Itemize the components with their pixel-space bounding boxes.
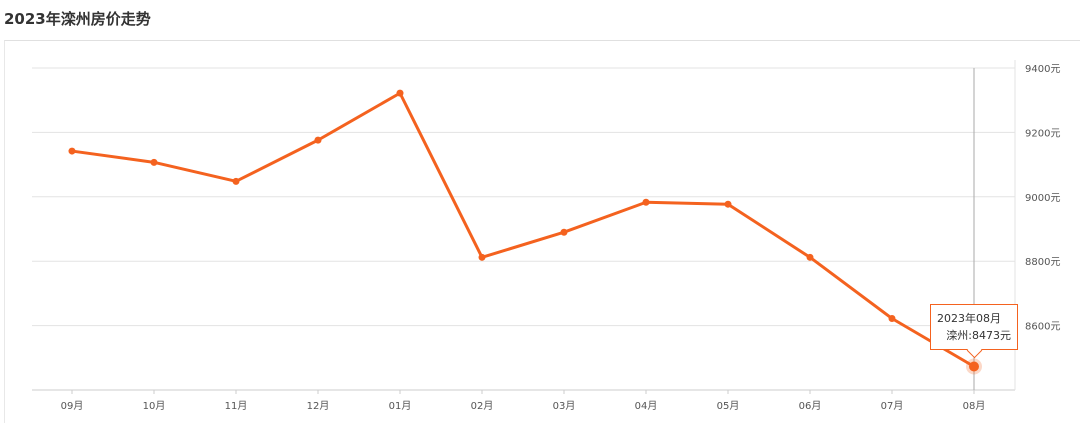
tooltip-title: 2023年08月	[937, 312, 1001, 325]
y-tick-label: 8800元	[1025, 257, 1060, 268]
x-tick-label: 01月	[389, 400, 412, 412]
x-tick-label: 08月	[963, 400, 986, 412]
data-point	[314, 136, 322, 144]
chart-panel	[4, 40, 1080, 423]
data-point	[478, 253, 486, 261]
x-tick-label: 02月	[471, 400, 494, 412]
data-point	[68, 147, 76, 155]
data-point	[232, 177, 240, 185]
tooltip-value: 滦州:8473元	[946, 329, 1011, 342]
data-point-highlighted	[969, 361, 979, 372]
data-point	[150, 158, 158, 166]
data-point	[396, 89, 404, 97]
data-point	[806, 253, 814, 261]
y-tick-label: 9400元	[1025, 64, 1060, 75]
x-tick-label: 12月	[307, 400, 330, 412]
y-tick-label: 9000元	[1025, 193, 1060, 204]
x-tick-label: 05月	[717, 400, 740, 412]
series-line	[71, 91, 975, 368]
data-point	[642, 198, 650, 206]
y-tick-label: 9200元	[1025, 128, 1060, 139]
x-tick-label: 07月	[881, 400, 904, 412]
x-tick-label: 11月	[225, 400, 248, 412]
x-tick-label: 10月	[143, 400, 166, 412]
x-tick-label: 03月	[553, 400, 576, 412]
chart-title: 2023年滦州房价走势	[4, 10, 151, 28]
x-tick-label: 04月	[635, 400, 658, 412]
data-point	[724, 200, 732, 208]
data-point	[888, 315, 896, 323]
x-tick-label: 09月	[61, 400, 84, 412]
data-point	[560, 228, 568, 236]
tooltip: 2023年08月 滦州:8473元	[930, 304, 1018, 350]
x-tick-label: 06月	[799, 400, 822, 412]
y-tick-label: 8600元	[1025, 322, 1060, 333]
